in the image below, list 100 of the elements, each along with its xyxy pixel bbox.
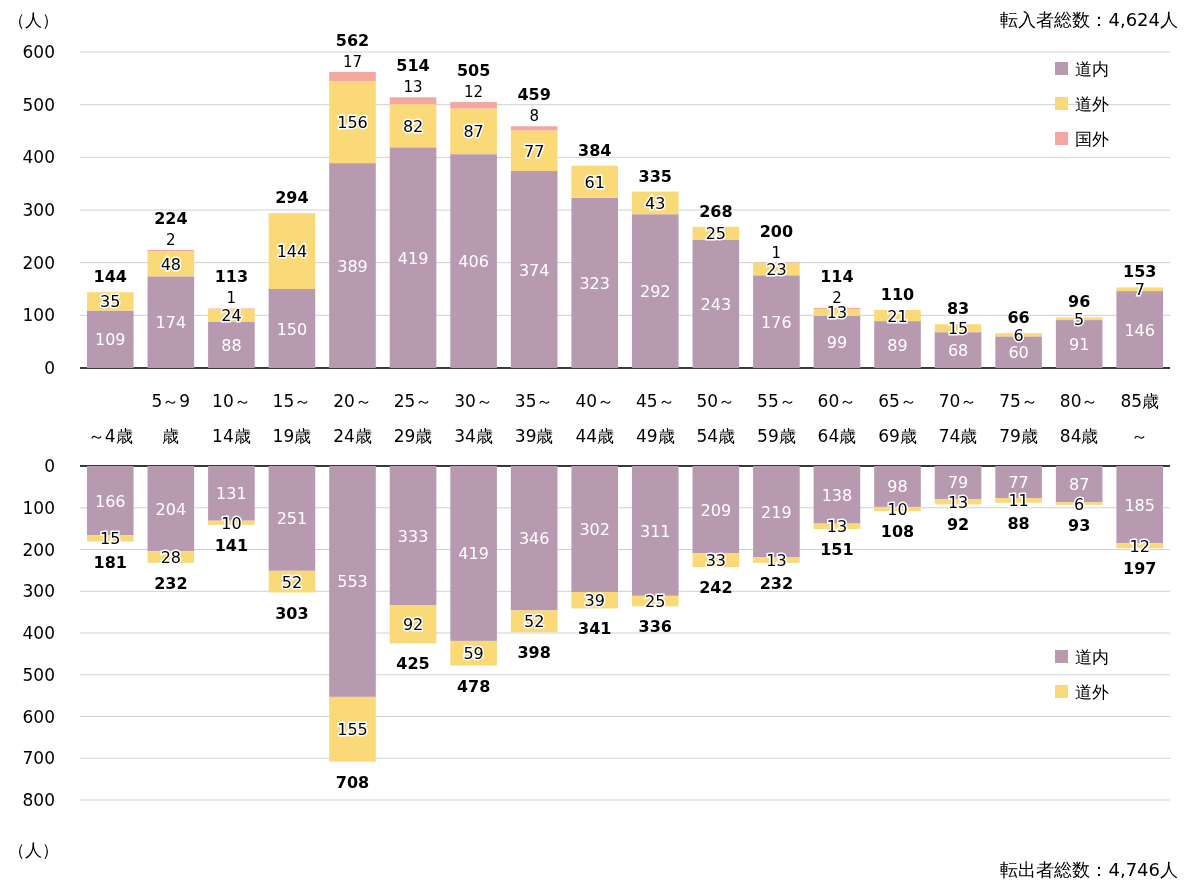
data-label: 6 — [1013, 325, 1024, 345]
y-tick-label: 600 — [22, 42, 55, 62]
total-label: 110 — [880, 285, 915, 305]
data-label: 156 — [337, 113, 368, 133]
data-label: 13 — [826, 517, 848, 537]
x-tick-label: 40～44歳 — [575, 391, 615, 446]
total-label: 200 — [759, 221, 794, 241]
y-tick-label: 200 — [22, 539, 55, 560]
data-label: 87 — [463, 122, 484, 142]
bar — [450, 102, 497, 109]
data-label: 204 — [155, 499, 187, 519]
data-label: 10 — [221, 513, 242, 533]
total-label: 181 — [93, 552, 127, 572]
y-tick-label: 700 — [22, 748, 55, 769]
bar — [450, 154, 497, 368]
data-label: 209 — [700, 500, 732, 520]
bar — [874, 321, 921, 368]
data-label: 13 — [403, 78, 423, 97]
data-label: 311 — [640, 521, 671, 541]
y-tick-label: 500 — [22, 664, 55, 685]
total-label: 153 — [1123, 262, 1157, 282]
total-label: 459 — [517, 85, 551, 105]
data-label: 60 — [1008, 343, 1029, 363]
total-label: 232 — [154, 573, 188, 593]
y-tick-label: 200 — [22, 252, 55, 273]
data-label: 553 — [337, 572, 368, 592]
total-label: 197 — [1123, 559, 1157, 579]
data-label: 25 — [645, 592, 666, 612]
total-label: 336 — [638, 617, 672, 637]
bar — [510, 466, 558, 611]
total-label: 341 — [578, 619, 612, 639]
data-label: 146 — [1124, 320, 1155, 340]
bar — [147, 276, 195, 368]
data-label: 92 — [402, 615, 424, 635]
y-tick-label: 100 — [22, 305, 55, 326]
y-axis-title: （人） — [8, 10, 59, 30]
x-tick-label: 5～9歳 — [151, 391, 191, 446]
data-label: 21 — [887, 306, 908, 326]
y-tick-label: 300 — [22, 581, 55, 602]
data-label: 150 — [276, 319, 308, 339]
y-tick-label: 800 — [22, 790, 55, 810]
data-label: 243 — [700, 295, 732, 315]
bar — [753, 275, 800, 368]
data-label: 77 — [523, 141, 545, 161]
total-label: 242 — [699, 578, 733, 598]
x-tick-label: 85歳～ — [1120, 391, 1160, 446]
total-label: 478 — [456, 676, 491, 696]
bar — [571, 466, 619, 593]
data-label: 166 — [95, 491, 126, 511]
legend-label: 道外 — [1075, 682, 1109, 702]
total-label: 335 — [638, 166, 672, 186]
total-label: 88 — [1007, 513, 1030, 533]
data-label: 174 — [155, 313, 187, 333]
data-label: 91 — [1068, 335, 1090, 355]
data-label: 61 — [584, 172, 605, 192]
y-tick-label: 400 — [22, 623, 55, 643]
data-label: 87 — [1068, 475, 1090, 495]
total-label: 514 — [396, 56, 430, 76]
data-label: 8 — [529, 107, 539, 126]
x-tick-label: 80～84歳 — [1059, 391, 1099, 446]
bar — [631, 214, 679, 368]
x-tick-label: 50～54歳 — [696, 391, 736, 446]
data-label: 389 — [337, 256, 368, 276]
data-label: 82 — [402, 116, 424, 136]
bar — [510, 171, 558, 368]
x-tick-label: 55～59歳 — [757, 391, 796, 446]
data-label: 39 — [584, 591, 605, 611]
data-label: 5 — [1074, 309, 1085, 329]
data-label: 23 — [766, 260, 787, 280]
x-tick-label: 25～29歳 — [393, 391, 433, 446]
data-label: 10 — [887, 500, 908, 519]
data-label: 131 — [216, 484, 247, 504]
data-label: 15 — [947, 319, 969, 339]
data-label: 33 — [705, 551, 727, 571]
data-label: 219 — [761, 502, 792, 522]
data-label: 79 — [947, 473, 969, 493]
total-label: 93 — [1068, 515, 1091, 535]
total-label: 144 — [93, 267, 127, 287]
y-tick-label: 0 — [44, 456, 55, 476]
data-label: 11 — [1008, 491, 1029, 511]
text: 転出者総数：4,746人 — [1000, 859, 1178, 880]
data-label: 1 — [771, 243, 782, 262]
bar — [329, 72, 376, 81]
data-label: 144 — [276, 242, 308, 262]
data-label: 419 — [397, 248, 429, 268]
x-tick-label: 20～24歳 — [333, 391, 372, 446]
total-label: 294 — [275, 188, 309, 208]
data-label: 68 — [947, 341, 969, 361]
data-label: 13 — [766, 551, 787, 571]
total-label: 268 — [699, 201, 733, 221]
data-label: 28 — [160, 548, 182, 568]
x-tick-label: 30～34歳 — [454, 391, 493, 446]
data-label: 346 — [518, 529, 550, 549]
x-tick-label: 45～49歳 — [635, 391, 675, 446]
data-label: 138 — [821, 485, 853, 505]
total-label: 141 — [214, 535, 249, 555]
data-label: 374 — [518, 260, 550, 280]
bar — [329, 466, 376, 697]
bar — [692, 240, 740, 368]
data-label: 77 — [1008, 473, 1029, 493]
